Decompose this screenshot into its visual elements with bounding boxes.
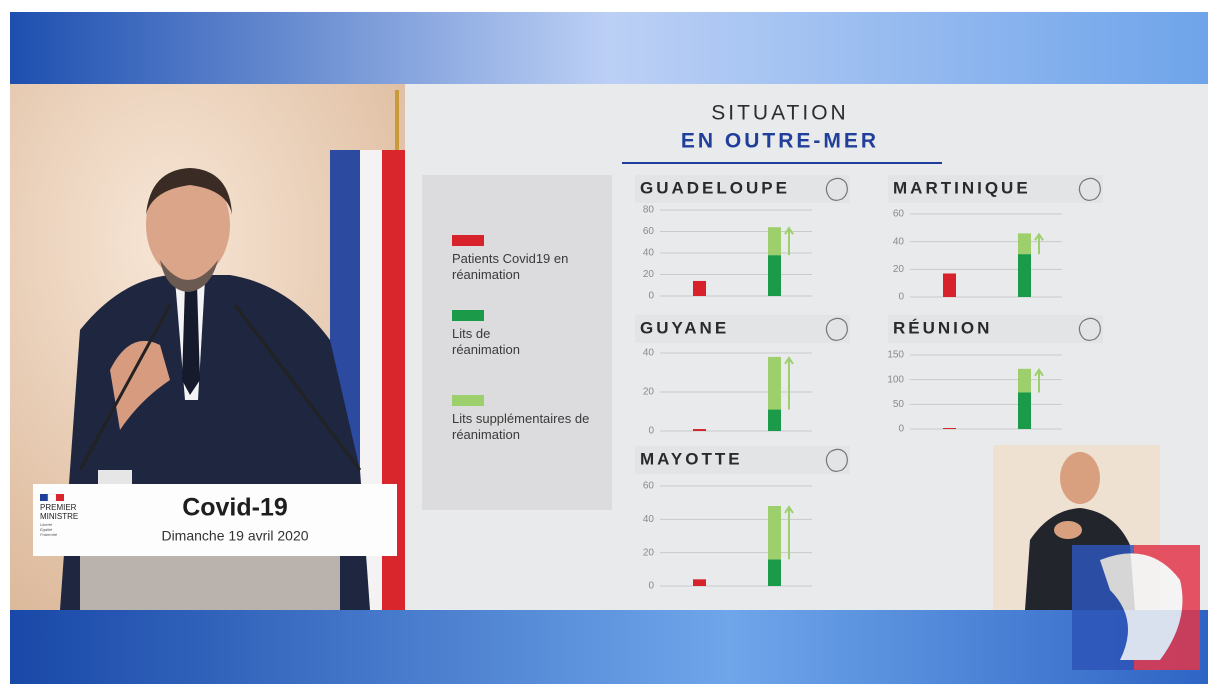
- slide-subtitle: EN OUTRE-MER: [681, 130, 879, 153]
- bar-patients: [693, 281, 706, 296]
- slide-title: SITUATION: [711, 102, 848, 125]
- bar-beds: [1018, 254, 1031, 297]
- bar-beds: [768, 255, 781, 296]
- chart-title: GUADELOUPE: [640, 178, 790, 197]
- y-tick-label: 20: [643, 547, 655, 558]
- podium-date: Dimanche 19 avril 2020: [161, 528, 308, 544]
- bar-extra-beds: [1018, 369, 1031, 393]
- screen: PREMIER MINISTRE Liberté Égalité Fratern…: [0, 0, 1208, 684]
- bar-extra-beds: [768, 357, 781, 410]
- podium-title: Covid-19: [182, 494, 288, 522]
- y-tick-label: 0: [648, 291, 654, 302]
- chart-title: MARTINIQUE: [893, 178, 1031, 197]
- y-tick-label: 20: [893, 264, 905, 275]
- y-tick-label: 60: [893, 209, 905, 220]
- bar-beds: [768, 559, 781, 586]
- y-tick-label: 0: [648, 581, 654, 592]
- y-tick-label: 40: [643, 514, 655, 525]
- legend-swatch: [452, 235, 484, 246]
- y-tick-label: 50: [893, 399, 905, 410]
- y-tick-label: 20: [643, 269, 655, 280]
- bar-extra-beds: [768, 506, 781, 559]
- y-tick-label: 0: [898, 424, 904, 435]
- y-tick-label: 40: [643, 348, 655, 359]
- bar-patients: [693, 429, 706, 431]
- y-tick-label: 60: [643, 481, 655, 492]
- motto: Liberté Égalité Fraternité: [40, 522, 62, 537]
- bar-patients: [943, 273, 956, 297]
- chart-title: MAYOTTE: [640, 449, 743, 468]
- chart-title: GUYANE: [640, 318, 729, 337]
- bar-extra-beds: [768, 227, 781, 255]
- org-line: PREMIER: [40, 503, 77, 512]
- y-tick-label: 80: [643, 205, 655, 216]
- y-tick-label: 0: [648, 426, 654, 437]
- chart-title: RÉUNION: [893, 318, 992, 337]
- y-tick-label: 0: [898, 292, 904, 303]
- legend-label: Patients Covid19 en réanimation: [452, 251, 570, 283]
- top-band: [10, 12, 1208, 84]
- bottom-band: [10, 610, 1208, 684]
- y-tick-label: 40: [643, 248, 655, 259]
- y-tick-label: 40: [893, 236, 905, 247]
- legend-label: Lits de réanimation: [452, 326, 552, 358]
- bar-patients: [943, 428, 956, 429]
- bar-beds: [1018, 392, 1031, 429]
- bar-patients: [693, 579, 706, 586]
- y-tick-label: 100: [887, 374, 904, 385]
- y-tick-label: 150: [887, 350, 904, 361]
- logo: [1072, 545, 1200, 670]
- scene: PREMIER MINISTRE Liberté Égalité Fratern…: [0, 0, 1208, 684]
- y-tick-label: 20: [643, 387, 655, 398]
- legend-label: Lits supplémentaires de réanimation: [452, 411, 597, 443]
- bar-beds: [768, 410, 781, 431]
- y-tick-label: 60: [643, 226, 655, 237]
- bar-extra-beds: [1018, 233, 1031, 254]
- legend-swatch: [452, 395, 484, 406]
- org-line: MINISTRE: [40, 512, 78, 521]
- legend-swatch: [452, 310, 484, 321]
